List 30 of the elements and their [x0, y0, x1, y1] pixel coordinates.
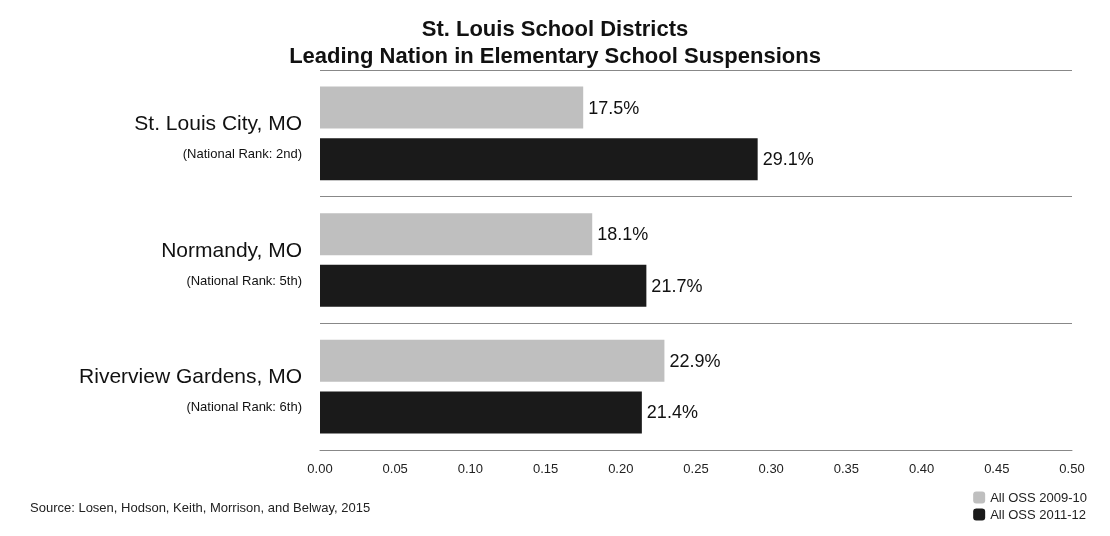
bar [320, 391, 642, 434]
x-tick-label: 0.40 [908, 461, 935, 476]
legend-label: All OSS 2009-10 [990, 490, 1088, 505]
bar [320, 213, 593, 256]
data-label: 21.7% [651, 275, 703, 296]
x-tick-label: 0.35 [833, 461, 860, 476]
data-label: 18.1% [597, 224, 649, 245]
x-tick-label: 0.05 [382, 461, 408, 476]
data-label: 29.1% [762, 149, 814, 170]
y-tick-label: Riverview Gardens, MO (National Rank: 6th) [79, 364, 302, 415]
y-tick-label: Normandy, MO (National Rank: 5th) [161, 237, 302, 288]
x-tick-label: 0.20 [608, 461, 634, 476]
y-tick-label: St. Louis City, MO (National Rank: 2nd) [134, 110, 302, 161]
data-label: 17.5% [588, 97, 640, 118]
x-tick-label: 0.50 [1059, 461, 1085, 476]
bar [320, 86, 584, 129]
x-tick-label: 0.10 [457, 461, 484, 476]
bar [320, 138, 758, 181]
data-label: 21.4% [646, 402, 698, 423]
source-note: Source: Losen, Hodson, Keith, Morrison, and Belway, 2015 [30, 500, 371, 515]
chart-title: St. Louis School Districts Leading Nation in Elementary School Suspensions [289, 16, 821, 68]
bar [320, 264, 647, 307]
x-tick-label: 0.00 [307, 461, 333, 476]
x-tick-label: 0.25 [683, 461, 709, 476]
x-tick-label: 0.45 [984, 461, 1010, 476]
x-tick-label: 0.30 [758, 461, 784, 476]
x-tick-label: 0.15 [532, 461, 559, 476]
bar [320, 339, 665, 382]
legend-label: All OSS 2011-12 [990, 507, 1087, 522]
data-label: 22.9% [669, 350, 721, 371]
